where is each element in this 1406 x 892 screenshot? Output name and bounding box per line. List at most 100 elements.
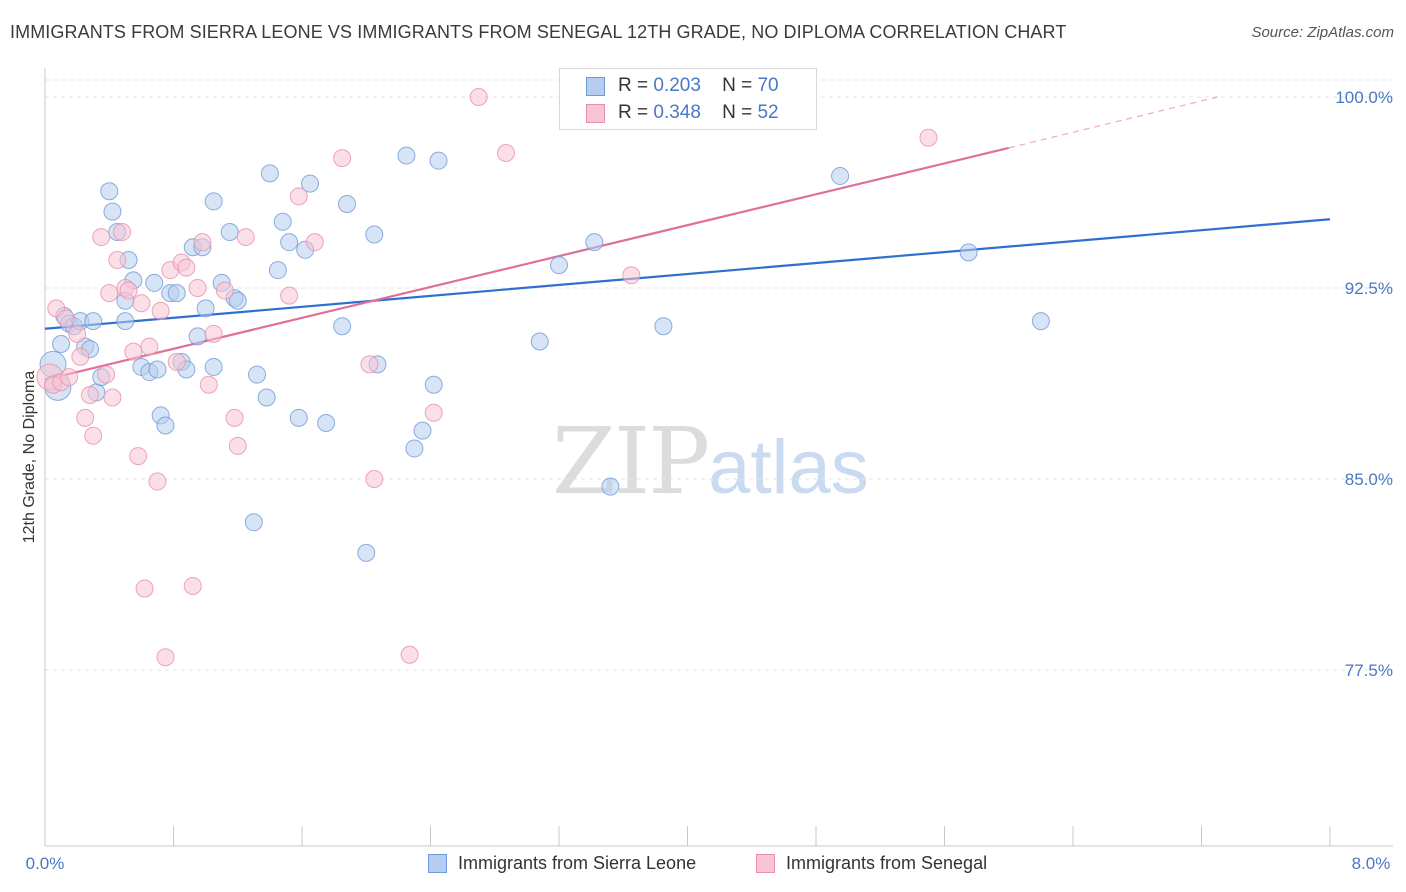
sierra-leone-point xyxy=(429,151,448,170)
senegal-point xyxy=(108,250,127,269)
sierra-leone-point xyxy=(204,357,223,376)
senegal-point xyxy=(129,447,148,466)
senegal-point xyxy=(225,408,244,427)
senegal-point xyxy=(215,281,234,300)
sierra-leone-point xyxy=(301,174,320,193)
senegal-point xyxy=(140,337,159,356)
r-value: 0.348 xyxy=(653,102,701,123)
senegal-point xyxy=(132,294,151,313)
sierra-leone-point xyxy=(424,375,443,394)
senegal-point xyxy=(103,388,122,407)
chart-title: IMMIGRANTS FROM SIERRA LEONE VS IMMIGRAN… xyxy=(10,22,1067,42)
r-label: R = xyxy=(618,75,649,96)
senegal-point xyxy=(236,228,255,247)
stats-legend: R = 0.203 N = 70 R = 0.348 N = 52 xyxy=(559,68,817,130)
sierra-leone-point xyxy=(196,299,215,318)
y-tick-label: 77.5% xyxy=(1345,661,1393,680)
sierra-leone-point xyxy=(530,332,549,351)
senegal-point xyxy=(400,645,419,664)
senegal-point xyxy=(193,233,212,252)
watermark-atlas: atlas xyxy=(708,425,869,510)
sierra-leone-point xyxy=(365,225,384,244)
n-label: N = xyxy=(722,75,753,96)
x-tick-label-max: 8.0% xyxy=(1352,854,1391,873)
legend-label: Immigrants from Sierra Leone xyxy=(458,853,697,873)
sierra-leone-point xyxy=(289,408,308,427)
sierra-leone-point xyxy=(280,233,299,252)
senegal-point xyxy=(204,324,223,343)
sierra-leone-point xyxy=(397,146,416,165)
y-tick-label: 92.5% xyxy=(1345,279,1393,298)
sierra-leone-point xyxy=(654,317,673,336)
sierra-leone-point xyxy=(220,222,239,241)
watermark: ZIPatlas xyxy=(552,408,869,515)
senegal-point xyxy=(80,385,99,404)
sierra-leone-point xyxy=(405,439,424,458)
senegal-point xyxy=(177,258,196,277)
sierra-leone-point xyxy=(148,360,167,379)
source-label: Source: ZipAtlas.com xyxy=(1251,24,1394,41)
senegal-point xyxy=(60,368,79,387)
senegal-point xyxy=(156,648,175,667)
legend-swatch-blue xyxy=(428,854,447,873)
n-label: N = xyxy=(722,102,753,123)
n-value: 52 xyxy=(757,102,779,123)
sierra-leone-point xyxy=(333,317,352,336)
r-value: 0.203 xyxy=(653,75,701,96)
legend-swatch-pink xyxy=(586,104,605,123)
senegal-point xyxy=(151,301,170,320)
r-label: R = xyxy=(618,102,649,123)
sierra-leone-trend-line xyxy=(44,218,1331,330)
sierra-leone-point xyxy=(273,212,292,231)
axis-labels: 77.5% 85.0% 92.5% 100.0% 0.0% 8.0% 12th Grade,… xyxy=(21,88,1393,873)
senegal-point xyxy=(305,233,324,252)
senegal-point xyxy=(228,436,247,455)
senegal-point xyxy=(280,286,299,305)
senegal-point xyxy=(469,88,488,106)
sierra-leone-point xyxy=(100,182,119,201)
sierra-leone-point xyxy=(601,477,620,496)
senegal-point xyxy=(76,408,95,427)
sierra-leone-point xyxy=(116,312,135,331)
sierra-leone-point xyxy=(257,388,276,407)
sierra-leone-point xyxy=(228,291,247,310)
senegal-point xyxy=(92,228,111,247)
senegal-point xyxy=(84,426,103,445)
senegal-point xyxy=(365,470,384,488)
sierra-leone-point xyxy=(550,256,568,275)
y-axis-label: 12th Grade, No Diploma xyxy=(21,371,38,544)
y-tick-label: 100.0% xyxy=(1335,88,1393,107)
sierra-leone-point xyxy=(413,421,432,440)
sierra-leone-point xyxy=(1031,312,1050,331)
senegal-point xyxy=(71,347,90,366)
senegal-point xyxy=(148,472,167,491)
senegal-point xyxy=(919,128,938,147)
sierra-leone-point xyxy=(337,194,356,213)
x-tick-label-min: 0.0% xyxy=(26,854,65,873)
sierra-leone-point xyxy=(156,416,175,435)
senegal-point xyxy=(124,342,143,361)
senegal-point xyxy=(113,222,132,241)
senegal-point xyxy=(119,281,138,300)
senegal-point xyxy=(135,579,154,598)
sierra-leone-point xyxy=(268,261,287,280)
sierra-leone-point xyxy=(204,192,223,211)
sierra-leone-point xyxy=(357,543,376,562)
sierra-leone-point xyxy=(188,327,207,346)
senegal-point xyxy=(68,324,87,343)
senegal-point xyxy=(199,375,218,394)
sierra-leone-point xyxy=(167,284,186,303)
senegal-point xyxy=(333,149,352,168)
senegal-point xyxy=(167,352,186,371)
senegal-trend-line-extension xyxy=(1008,96,1218,149)
sierra-leone-point xyxy=(317,413,336,432)
sierra-leone-point xyxy=(52,335,71,354)
senegal-point xyxy=(56,309,75,328)
sierra-leone-point xyxy=(244,513,263,532)
y-tick-label: 85.0% xyxy=(1345,470,1393,489)
senegal-point xyxy=(183,576,202,595)
legend-label: Immigrants from Senegal xyxy=(786,853,988,873)
sierra-leone-point xyxy=(959,243,978,262)
trend-lines xyxy=(44,96,1331,381)
